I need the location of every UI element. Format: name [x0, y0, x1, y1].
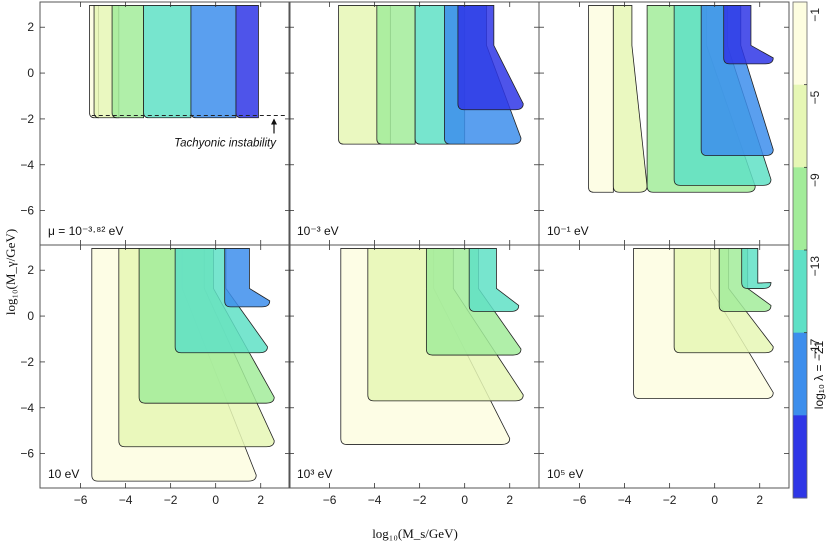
colorbar-swatch: [793, 167, 807, 251]
colorbar-tick-label: −5: [808, 90, 822, 104]
x-tick-label: −4: [119, 493, 133, 507]
panel-label: 10⁻¹ eV: [547, 224, 589, 238]
colorbar-swatch: [793, 415, 807, 499]
panel-3: 10⁻¹ eV: [538, 1, 790, 246]
panel-2: 10⁻³ eV: [288, 1, 540, 246]
region-6-bandm13: [741, 248, 772, 289]
region-1-bandm17: [190, 5, 237, 119]
panel-5: −6 −4 −2 0 2 10³ eV: [288, 244, 540, 507]
region-3-bandm21: [723, 5, 774, 65]
x-tick-label: 0: [711, 493, 718, 507]
y-tick-label: 0: [27, 309, 34, 323]
panel-label: 10³ eV: [297, 467, 332, 481]
y-tick-label: 2: [27, 263, 34, 277]
colorbar-tick-label: −9: [808, 173, 822, 187]
y-tick-label: 2: [27, 20, 34, 34]
colorbar-tick-label: −1: [808, 8, 822, 22]
y-tick-label: 0: [27, 66, 34, 80]
x-tick-label: −6: [74, 493, 88, 507]
panel-frame: [39, 244, 291, 489]
panel-1: −6 −4 −2 0 2 μ = 10⁻³·⁸² eV Tachyonic instabil…: [20, 1, 291, 246]
x-tick-label: 0: [461, 493, 468, 507]
x-tick-label: 2: [506, 493, 513, 507]
colorbar-swatch: [793, 250, 807, 334]
colorbar-swatch: [793, 2, 807, 86]
panel-label: μ = 10⁻³·⁸² eV: [48, 224, 123, 238]
x-axis-label: log₁₀(M_s/GeV): [372, 526, 458, 541]
x-tick-label: 0: [212, 493, 219, 507]
x-tick-label: −2: [663, 493, 677, 507]
colorbar-swatch: [793, 332, 807, 416]
panel-label: 10⁵ eV: [547, 467, 583, 481]
region-1-bandm13: [143, 5, 192, 119]
y-tick-label: −2: [20, 355, 34, 369]
colorbar: −1 −5 −9 −13 −17: [792, 1, 822, 499]
panel-label: 10 eV: [48, 467, 79, 481]
y-axis-label: log₁₀(M_γ/GeV): [3, 229, 18, 315]
region-1-bandm21: [235, 5, 259, 119]
y-tick-label: −6: [20, 447, 34, 461]
colorbar-tick-label: −17: [808, 338, 822, 359]
y-tick-label: −2: [20, 112, 34, 126]
x-tick-label: −4: [618, 493, 632, 507]
region-3-bandm5: [612, 5, 648, 193]
region-2-bandm9: [376, 5, 416, 145]
x-tick-label: −2: [164, 493, 178, 507]
x-tick-label: −6: [573, 493, 587, 507]
region-2-bandm21: [457, 5, 524, 111]
region-3-bandm17: [700, 5, 774, 156]
y-tick-label: −4: [20, 401, 34, 415]
panel-label: 10⁻³ eV: [297, 224, 339, 238]
colorbar-swatch: [793, 84, 807, 168]
panel-6: −6 −4 −2 0 2 10⁵ eV: [538, 244, 790, 507]
y-tick-label: −6: [20, 204, 34, 218]
region-5-bandm13: [468, 248, 520, 312]
x-tick-label: −4: [368, 493, 382, 507]
x-tick-label: 2: [756, 493, 763, 507]
panel-4: −6 −4 −2 0 2 −6 −4 −2 0 2 10 eV: [20, 244, 291, 507]
panels-layer: −6 −4 −2 0 2 μ = 10⁻³·⁸² eV Tachyonic instabil…: [20, 1, 790, 507]
x-tick-label: 2: [257, 493, 264, 507]
region-3-bandm1: [588, 5, 614, 193]
region-1-bandm9: [111, 5, 145, 119]
region-4-bandm17: [224, 248, 271, 308]
x-tick-label: −2: [413, 493, 427, 507]
x-tick-label: −6: [323, 493, 337, 507]
panel-frame: [538, 244, 790, 489]
tachyon-arrowhead: [271, 118, 277, 125]
colorbar-label: log₁₀ λ = −21: [812, 340, 826, 409]
region-4-bandm13: [174, 248, 268, 354]
tachyon-annotation: Tachyonic instability: [174, 137, 277, 149]
colorbar-tick-label: −13: [808, 256, 822, 277]
y-tick-label: −4: [20, 158, 34, 172]
